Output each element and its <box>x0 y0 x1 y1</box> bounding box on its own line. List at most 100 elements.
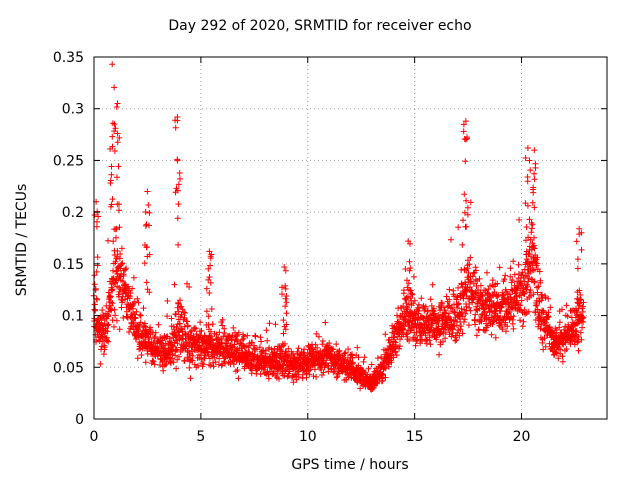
data-point <box>173 365 180 372</box>
data-point <box>428 324 435 331</box>
data-point <box>252 333 259 340</box>
data-point <box>536 268 543 275</box>
data-point <box>477 282 484 289</box>
data-point <box>300 367 307 374</box>
data-point <box>564 313 571 320</box>
data-point <box>518 297 525 304</box>
data-point <box>547 304 554 311</box>
data-point <box>497 308 504 315</box>
data-point <box>578 229 585 236</box>
data-point <box>407 313 414 320</box>
data-point <box>508 286 515 293</box>
data-point <box>522 155 529 161</box>
data-point <box>488 331 495 338</box>
data-point <box>320 369 327 376</box>
data-point <box>322 319 329 326</box>
data-point <box>405 301 412 308</box>
data-point <box>400 326 407 333</box>
data-point <box>266 320 273 327</box>
data-point <box>545 295 552 302</box>
data-point <box>116 207 122 214</box>
data-point <box>333 374 340 381</box>
data-point <box>482 327 489 334</box>
data-point <box>516 292 523 299</box>
data-point <box>405 286 412 293</box>
data-point <box>443 293 450 300</box>
data-point <box>510 258 517 265</box>
data-point <box>99 338 106 345</box>
data-point <box>417 340 424 347</box>
data-points <box>90 61 587 393</box>
data-point <box>472 311 479 318</box>
data-point <box>221 360 228 367</box>
data-point <box>520 318 527 325</box>
data-point <box>575 347 582 354</box>
data-point <box>107 293 114 300</box>
data-point <box>119 260 126 267</box>
data-point <box>416 305 423 312</box>
data-point <box>235 375 242 382</box>
y-tick-label: 0.05 <box>53 360 84 376</box>
data-point <box>258 338 265 345</box>
data-point <box>539 291 545 298</box>
data-point <box>186 364 193 371</box>
data-point <box>532 164 539 171</box>
data-point <box>431 310 438 317</box>
data-point <box>526 275 532 281</box>
data-point <box>580 299 587 306</box>
data-point <box>209 321 216 328</box>
data-point <box>466 304 473 311</box>
data-point <box>521 306 528 313</box>
data-point <box>235 329 242 336</box>
data-point <box>407 265 414 272</box>
data-point <box>239 336 246 343</box>
data-point <box>513 289 520 296</box>
data-point <box>365 365 372 372</box>
data-point <box>109 286 116 293</box>
data-point <box>155 321 162 328</box>
data-point <box>319 341 326 348</box>
data-point <box>186 284 193 290</box>
data-point <box>412 342 419 349</box>
data-point <box>116 224 123 231</box>
data-point <box>147 324 154 331</box>
data-point <box>142 242 148 248</box>
data-point <box>205 276 212 283</box>
data-point <box>406 258 413 265</box>
data-point <box>313 373 320 380</box>
data-point <box>405 280 412 287</box>
data-point <box>511 271 518 278</box>
data-point <box>144 253 151 260</box>
data-point <box>145 202 152 208</box>
data-point <box>141 260 148 267</box>
data-point <box>108 307 115 314</box>
data-point <box>537 277 544 284</box>
data-point <box>456 332 463 339</box>
data-point <box>283 348 290 355</box>
data-point <box>579 324 586 331</box>
data-point <box>179 306 186 313</box>
data-point <box>489 277 496 284</box>
data-point <box>517 302 524 309</box>
data-point <box>99 307 106 313</box>
data-point <box>187 375 194 382</box>
data-point <box>159 352 166 359</box>
data-point <box>523 248 530 255</box>
data-point <box>448 333 455 340</box>
data-point <box>459 330 466 337</box>
data-point <box>152 329 159 336</box>
data-point <box>111 148 118 154</box>
data-point <box>368 361 375 368</box>
data-point <box>355 354 362 361</box>
data-point <box>461 191 468 198</box>
data-point <box>503 328 509 335</box>
data-point <box>108 171 115 178</box>
data-point <box>173 347 180 353</box>
data-point <box>150 358 157 365</box>
data-point <box>207 328 214 335</box>
x-tick-label: 0 <box>90 429 99 445</box>
data-point <box>127 290 134 296</box>
data-point <box>454 301 461 308</box>
data-point <box>392 349 399 356</box>
data-point <box>517 317 523 324</box>
